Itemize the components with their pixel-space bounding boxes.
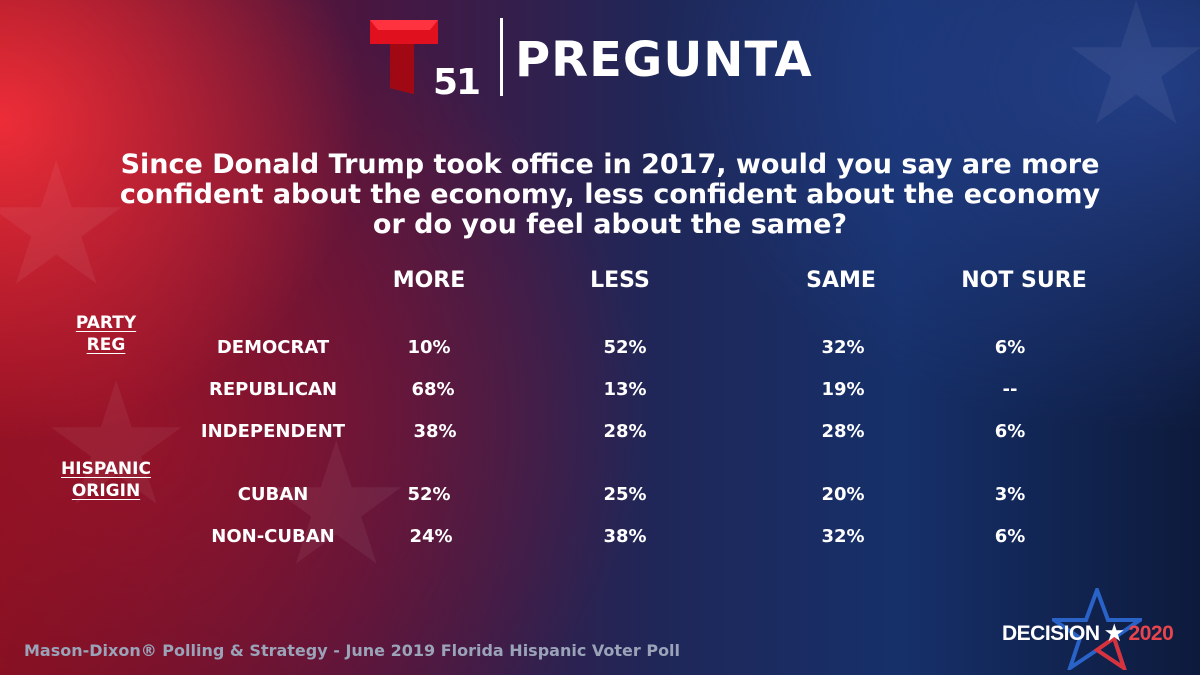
group-label-line: ORIGIN xyxy=(71,481,141,501)
header: 51 PREGUNTA xyxy=(370,18,850,103)
table-cell: 38% xyxy=(413,421,457,442)
column-header-more: MORE xyxy=(392,268,466,293)
question-text: Since Donald Trump took office in 2017, … xyxy=(40,150,1180,240)
table-cell: 13% xyxy=(603,379,647,400)
table-cell: 24% xyxy=(409,526,453,547)
decision-word: DECISION xyxy=(1002,622,1100,645)
table-cell: 52% xyxy=(407,484,451,505)
background-star: ★ xyxy=(260,406,413,604)
table-cell: 6% xyxy=(994,337,1026,358)
group-label-line: HISPANIC xyxy=(61,459,151,479)
column-header-less: LESS xyxy=(590,268,650,293)
table-cell: 6% xyxy=(994,421,1026,442)
group-label-line: PARTY xyxy=(75,313,137,333)
decision-2020-logo: DECISION ★ 2020 xyxy=(1000,588,1180,670)
table-cell: 3% xyxy=(994,484,1026,505)
question-line: Since Donald Trump took office in 2017, … xyxy=(120,149,1100,180)
group-label-hispanic-origin: HISPANIC ORIGIN xyxy=(46,458,166,502)
decision-year: 2020 xyxy=(1128,622,1174,645)
star-icon: ★ xyxy=(1104,622,1124,645)
table-cell: 28% xyxy=(603,421,647,442)
table-cell: 10% xyxy=(407,337,451,358)
column-header-same: SAME xyxy=(806,268,876,293)
row-label-democrat: DEMOCRAT xyxy=(216,337,330,358)
background-star: ★ xyxy=(0,126,133,324)
table-cell: 6% xyxy=(994,526,1026,547)
table-cell: 32% xyxy=(821,526,865,547)
table-cell: 20% xyxy=(821,484,865,505)
row-label-independent: INDEPENDENT xyxy=(200,421,346,442)
row-label-cuban: CUBAN xyxy=(237,484,309,505)
column-header-not-sure: NOT SURE xyxy=(961,268,1087,293)
source-footer: Mason-Dixon® Polling & Strategy - June 2… xyxy=(24,641,681,660)
background-star: ★ xyxy=(1060,0,1200,164)
question-line: or do you feel about the same? xyxy=(372,209,848,240)
telemundo-logo xyxy=(370,20,438,94)
header-divider xyxy=(500,18,503,96)
table-cell: 32% xyxy=(821,337,865,358)
table-cell: 28% xyxy=(821,421,865,442)
question-line: confident about the economy, less confid… xyxy=(119,179,1101,210)
table-cell: 52% xyxy=(603,337,647,358)
star-outline-icon xyxy=(1052,588,1142,670)
group-label-party-reg: PARTY REG xyxy=(56,312,156,356)
row-label-non-cuban: NON-CUBAN xyxy=(211,526,335,547)
row-label-republican: REPUBLICAN xyxy=(208,379,338,400)
table-cell: 19% xyxy=(821,379,865,400)
table-cell: 25% xyxy=(603,484,647,505)
table-cell: -- xyxy=(1002,379,1018,400)
decision-text: DECISION ★ 2020 xyxy=(1002,621,1174,646)
group-label-line: REG xyxy=(86,335,126,355)
logo-number: 51 xyxy=(433,62,481,103)
background-star: ★ xyxy=(40,346,193,544)
table-cell: 38% xyxy=(603,526,647,547)
page-title: PREGUNTA xyxy=(515,32,813,88)
table-cell: 68% xyxy=(411,379,455,400)
